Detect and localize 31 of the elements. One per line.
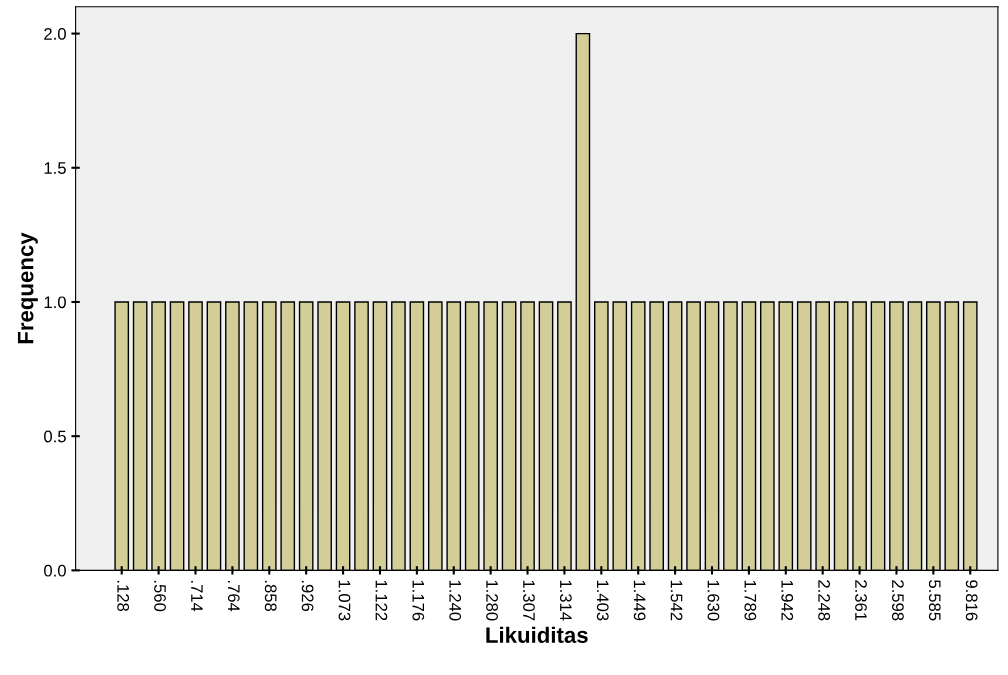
x-tick-label: 1.449	[633, 580, 646, 621]
x-tick-label: 1.073	[338, 580, 351, 621]
x-tick-label: 1.314	[559, 580, 572, 621]
y-tick-label: 2.0	[44, 27, 66, 40]
x-tick-label: 1.403	[596, 580, 609, 621]
x-tick-label: .128	[117, 580, 130, 612]
x-tick-label: 1.307	[523, 580, 535, 621]
x-tick-label: .714	[191, 580, 203, 612]
x-tick-label: 1.942	[781, 580, 794, 621]
x-tick-label: 1.280	[486, 580, 498, 621]
y-tick-label: 0.5	[44, 430, 66, 443]
x-tick-label: 2.248	[818, 580, 831, 621]
x-tick-label: .764	[227, 580, 240, 612]
x-tick-label: 5.585	[928, 580, 941, 621]
y-tick-label: 0.0	[44, 564, 66, 577]
x-tick-label: 1.240	[449, 580, 462, 621]
y-tick-label: 1.0	[44, 296, 66, 309]
x-tick-label: 2.598	[891, 580, 904, 621]
x-tick-label: 9.816	[965, 580, 978, 621]
x-tick-label: 1.789	[744, 580, 757, 621]
x-tick-label: 1.542	[670, 580, 683, 621]
x-tick-label: 1.630	[707, 580, 720, 621]
y-tick-label: 1.5	[44, 162, 66, 174]
x-tick-label: 1.176	[412, 580, 425, 621]
x-tick-label: .858	[264, 580, 277, 612]
x-axis-title: Likuiditas	[486, 626, 588, 643]
x-tick-label: .560	[154, 580, 166, 612]
x-tick-label: .926	[301, 580, 314, 612]
x-tick-label: 1.122	[375, 580, 388, 621]
y-axis-title: Frequency	[17, 232, 38, 344]
x-tick-label: 2.361	[855, 580, 867, 621]
